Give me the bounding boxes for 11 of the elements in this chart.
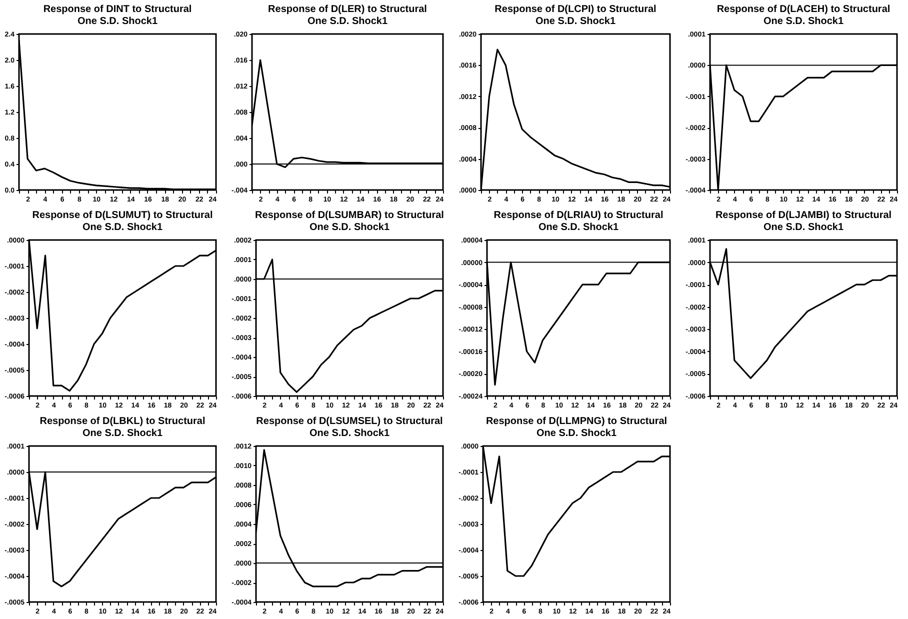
chart-title: Response of DINT to Structural One S.D. Shock1 <box>43 4 192 27</box>
chart-title: Response of D(LER) to Structural One S.D. Shock1 <box>268 4 428 27</box>
chart-title: Response of D(LCPI) to Structural One S.D. Shock1 <box>494 4 657 27</box>
chart-title: Response of D(LSUMSEL) to Structural One S.D. Shock1 <box>256 416 444 439</box>
chart-title: Response of D(LBKL) to Structural One S.D. Shock1 <box>40 416 206 439</box>
chart-title: Response of D(LACEH) to Structural One S.D. Shock1 <box>716 4 890 27</box>
chart-title: Response of D(LSUMBAR) to Structural One S.D. Shock1 <box>255 210 444 233</box>
chart-title: Response of D(LJAMBI) to Structural One S.D. Shock1 <box>715 210 892 233</box>
chart-title: Response of D(LLMPNG) to Structural One S.D. Shock1 <box>486 416 668 439</box>
chart-title: Response of D(LRIAU) to Structural One S.D. Shock1 <box>494 210 664 233</box>
chart-title: Response of D(LSUMUT) to Structural One S.D. Shock1 <box>32 210 213 233</box>
